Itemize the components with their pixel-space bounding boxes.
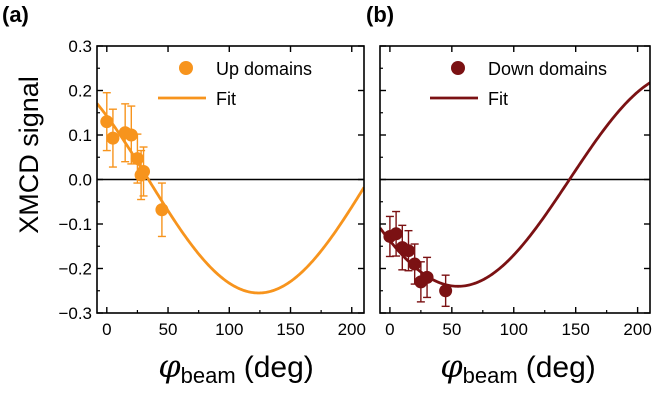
y-tick-label: −0.2 [58, 260, 92, 279]
data-point [100, 92, 114, 152]
x-axis-subscript: beam [463, 363, 518, 388]
data-point [420, 256, 434, 299]
marker [124, 128, 138, 142]
marker [137, 164, 151, 178]
x-tick-label: 150 [562, 320, 590, 339]
legend: Up domains Fit [158, 59, 312, 109]
legend-label: Down domains [488, 59, 607, 79]
marker [106, 131, 120, 145]
legend-label: Fit [216, 89, 236, 109]
legend: Down domains Fit [430, 59, 607, 109]
legend-label: Fit [488, 89, 508, 109]
x-tick-label: 100 [215, 320, 243, 339]
marker [420, 270, 434, 284]
panel-b-label: (b) [366, 2, 394, 27]
marker [439, 284, 453, 298]
x-tick-label: 50 [159, 320, 178, 339]
y-axis-label: XMCD signal [14, 76, 44, 234]
panel-a: 0 50 100 150 200 −0.3 −0.2 −0.1 0.0 0.1 0.2 0.3 Up d… [58, 37, 366, 339]
data-point [118, 103, 132, 163]
y-tick-label: −0.3 [58, 304, 92, 323]
x-axis-subscript: beam [181, 363, 236, 388]
marker [389, 227, 403, 241]
y-tick-label: 0.1 [68, 126, 92, 145]
data-point [124, 105, 138, 165]
x-axis-unit: (deg) [526, 351, 596, 384]
marker [408, 257, 422, 271]
legend-marker [451, 61, 465, 75]
marker [155, 203, 169, 217]
data-point [408, 243, 422, 285]
marker [130, 152, 144, 166]
legend-marker [179, 61, 193, 75]
legend-label: Up domains [216, 59, 312, 79]
data-point [106, 108, 120, 168]
svg-text:φbeam(deg): φbeam (deg) [158, 347, 314, 388]
x-axis-label-a: φbeam (deg) [158, 347, 314, 388]
data-point [155, 182, 169, 238]
x-axis-unit: (deg) [244, 351, 314, 384]
marker [100, 115, 114, 129]
x-axis-symbol: φ [158, 347, 181, 385]
x-tick-label: 100 [500, 320, 528, 339]
x-axis-label-b: φbeam (deg) [440, 347, 596, 388]
x-tick-label: 200 [623, 320, 651, 339]
y-tick-label: 0.3 [68, 37, 92, 56]
y-tick-label: 0.2 [68, 82, 92, 101]
y-tick-label: −0.1 [58, 215, 92, 234]
x-axis-symbol: φ [440, 347, 463, 385]
x-tick-label: 50 [442, 320, 461, 339]
y-tick-label: 0.0 [68, 171, 92, 190]
data-point [439, 274, 453, 308]
x-tick-label: 0 [385, 320, 394, 339]
data-point [137, 146, 151, 197]
x-tick-label: 0 [102, 320, 111, 339]
fit-curve [380, 81, 650, 288]
panel-a-label: (a) [2, 2, 29, 27]
svg-text:φbeam(deg): φbeam (deg) [440, 347, 596, 388]
x-tick-label: 150 [276, 320, 304, 339]
panel-b: 0 50 100 150 200 Down domains Fit [379, 45, 652, 339]
x-tick-label: 200 [338, 320, 366, 339]
marker [401, 244, 415, 258]
